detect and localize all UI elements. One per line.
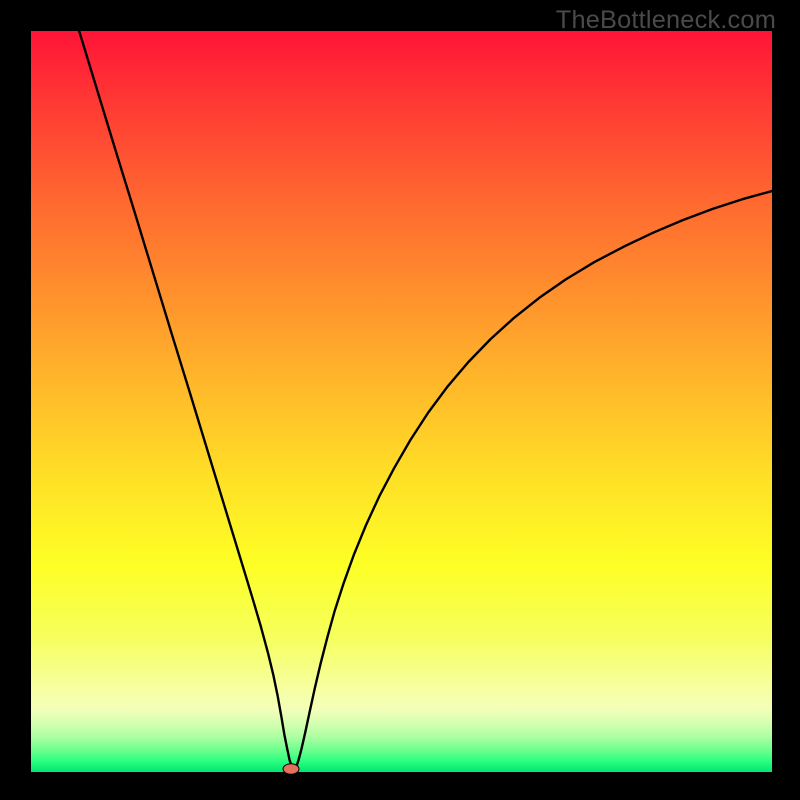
- curve-path: [79, 31, 772, 770]
- chart-frame: TheBottleneck.com: [0, 0, 800, 800]
- bottleneck-curve: [31, 31, 772, 772]
- plot-area: [31, 31, 772, 772]
- watermark-text: TheBottleneck.com: [556, 6, 776, 35]
- minimum-marker: [282, 763, 300, 775]
- minimum-marker-dot: [283, 764, 299, 774]
